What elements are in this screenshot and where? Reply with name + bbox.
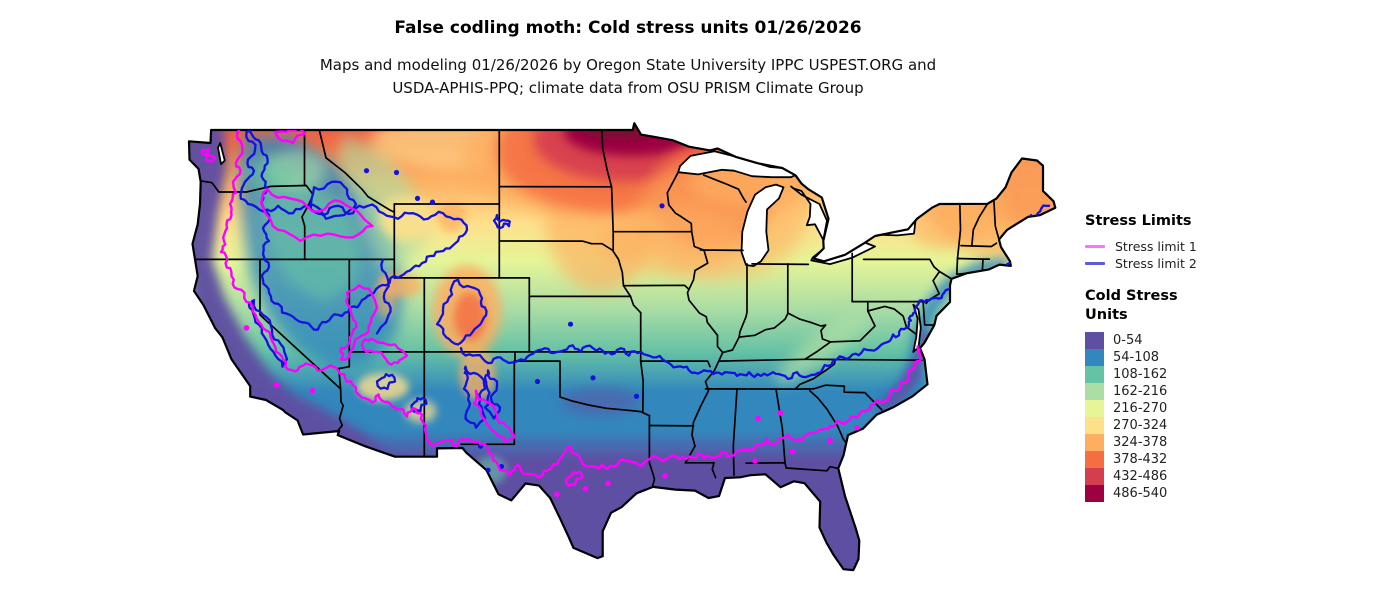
stress-limits-items: Stress limit 1 Stress limit 2 <box>1085 238 1385 272</box>
scale-row: 378-432 <box>1085 451 1385 468</box>
stress-limit-item: Stress limit 2 <box>1085 255 1385 272</box>
lake <box>912 303 922 353</box>
stress-limit-item: Stress limit 1 <box>1085 238 1385 255</box>
stress-limit-2-contours <box>239 129 1051 473</box>
lake <box>790 185 828 241</box>
scale-swatch <box>1085 332 1104 349</box>
legend: Stress Limits Stress limit 1 Stress limi… <box>1085 212 1385 502</box>
scale-label: 432-486 <box>1113 469 1168 484</box>
scale-row: 108-162 <box>1085 366 1385 383</box>
lake <box>740 183 785 267</box>
scale-label: 0-54 <box>1113 333 1143 348</box>
scale-label: 270-324 <box>1113 418 1168 433</box>
lake <box>217 142 226 166</box>
legend-line-sample <box>1085 262 1105 265</box>
page-title: False codling moth: Cold stress units 01… <box>394 18 862 38</box>
scale-label: 216-270 <box>1113 401 1168 416</box>
cold-stress-title-line-1: Cold Stress <box>1085 288 1178 304</box>
scale-label: 324-378 <box>1113 435 1168 450</box>
scale-row: 162-216 <box>1085 383 1385 400</box>
scale-swatch <box>1085 400 1104 417</box>
cold-stress-scale: 0-54 54-108 108-162 162-216 216-270 270-… <box>1085 332 1385 502</box>
scale-swatch <box>1085 485 1104 502</box>
scale-row: 54-108 <box>1085 349 1385 366</box>
scale-row: 270-324 <box>1085 417 1385 434</box>
scale-swatch <box>1085 417 1104 434</box>
scale-label: 486-540 <box>1113 486 1168 501</box>
subtitle-line-1: Maps and modeling 01/26/2026 by Oregon S… <box>319 56 937 74</box>
cold-stress-title: Cold Stress Units <box>1085 287 1385 325</box>
scale-row: 432-486 <box>1085 468 1385 485</box>
scale-swatch <box>1085 434 1104 451</box>
cold-stress-title-line-2: Units <box>1085 307 1128 323</box>
scale-row: 216-270 <box>1085 400 1385 417</box>
contour-layer <box>200 127 1051 498</box>
scale-row: 0-54 <box>1085 332 1385 349</box>
scale-swatch <box>1085 366 1104 383</box>
scale-swatch <box>1085 349 1104 366</box>
legend-item-label: Stress limit 1 <box>1115 239 1197 254</box>
scale-row: 486-540 <box>1085 485 1385 502</box>
subtitle-line-2: USDA-APHIS-PPQ; climate data from OSU PR… <box>392 78 864 97</box>
stress-limits-title: Stress Limits <box>1085 213 1192 229</box>
scale-label: 162-216 <box>1113 384 1168 399</box>
us-outline <box>187 122 1057 572</box>
scale-swatch <box>1085 468 1104 485</box>
map-subtitle: Maps and modeling 01/26/2026 by Oregon S… <box>258 54 998 99</box>
scale-row: 324-378 <box>1085 434 1385 451</box>
legend-line-sample <box>1085 245 1105 248</box>
us-map-svg <box>187 122 1057 572</box>
legend-item-label: Stress limit 2 <box>1115 256 1197 271</box>
scale-label: 378-432 <box>1113 452 1168 467</box>
stress-limit-1-contours <box>200 127 923 498</box>
state-borders <box>191 129 1000 488</box>
scale-swatch <box>1085 383 1104 400</box>
scale-label: 54-108 <box>1113 350 1160 365</box>
us-cold-stress-map <box>185 118 1070 594</box>
scale-swatch <box>1085 451 1104 468</box>
scale-label: 108-162 <box>1113 367 1168 382</box>
